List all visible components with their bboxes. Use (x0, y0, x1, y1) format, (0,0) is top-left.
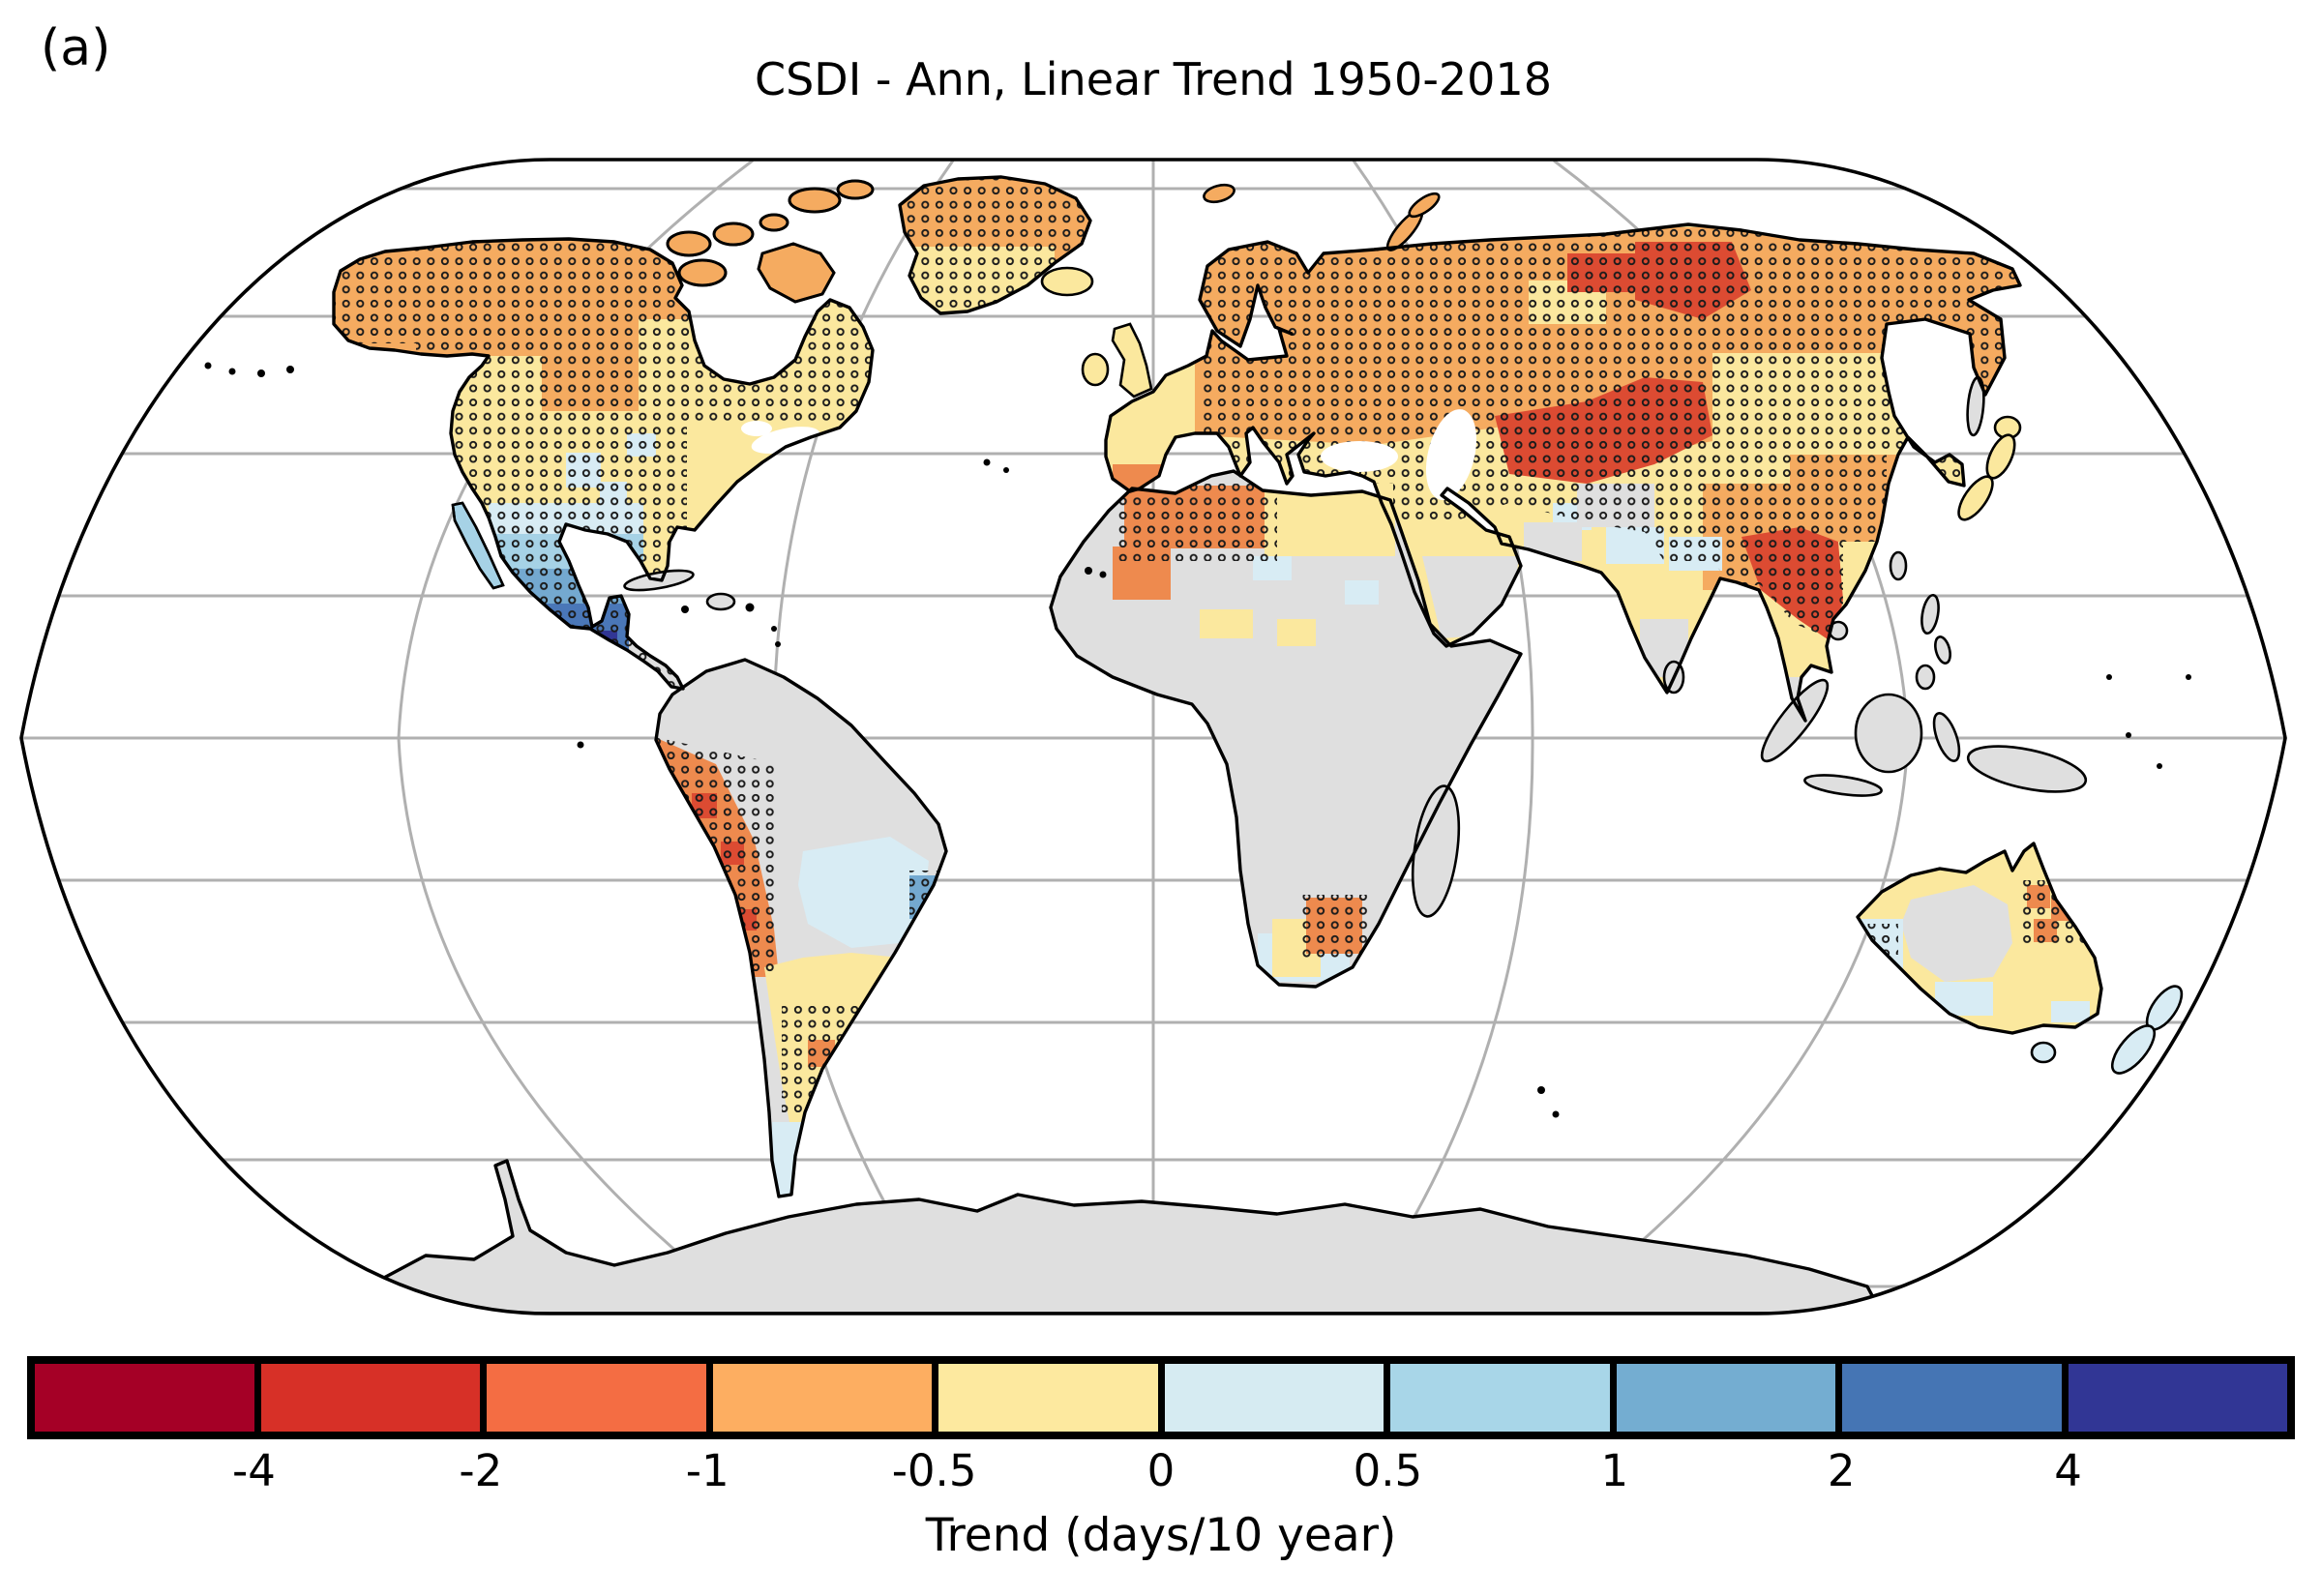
australia-no-data-center (1901, 885, 2012, 982)
svalbard (1203, 183, 1235, 204)
colorbar-tick: 0 (1146, 1445, 1176, 1496)
colorbar-cell-2-4 (1842, 1364, 2062, 1432)
black-sea (1321, 441, 1398, 472)
iceland (1040, 266, 1094, 297)
figure-title: CSDI - Ann, Linear Trend 1950-2018 (754, 53, 1552, 105)
novaya-zemlya-north (1408, 192, 1441, 219)
colorbar-tick: -1 (685, 1445, 729, 1496)
hispaniola (705, 592, 736, 611)
trend-cell-sahara-blue (1253, 556, 1379, 605)
significance-stipple-eurasia (1195, 227, 2020, 643)
colorbar-cell-05-1 (1390, 1364, 1610, 1432)
aleutian-island (228, 368, 236, 375)
luzon (1920, 593, 1940, 635)
sulawesi (1932, 712, 1961, 762)
africa (1051, 471, 1521, 987)
azores-island (983, 458, 991, 466)
reunion (1537, 1086, 1545, 1094)
aleutian-island (286, 366, 294, 373)
colorbar-axis-label: Trend (days/10 year) (925, 1509, 1397, 1562)
canary-island (1085, 567, 1092, 575)
colorbar-cell-neg4-neg2 (260, 1364, 480, 1432)
colorbar-ticks: -4 -2 -1 -0.5 0 0.5 1 2 4 (27, 1447, 2295, 1503)
colorbar-cell-gt4 (2068, 1364, 2287, 1432)
colorbar-cell-0-05 (1164, 1364, 1384, 1432)
borneo (1854, 693, 1923, 774)
colorbar-tick: -4 (231, 1445, 276, 1496)
panel-label: (a) (41, 19, 111, 77)
colorbar-tick: -0.5 (891, 1445, 977, 1496)
aleutian-island (257, 369, 265, 377)
taiwan (1889, 550, 1908, 581)
great-britain (1111, 322, 1153, 399)
pacific-island (2157, 763, 2162, 769)
australia (1858, 843, 2101, 1033)
pacific-island (2186, 674, 2191, 680)
aleutian-island (204, 362, 212, 369)
tasmania (2030, 1041, 2057, 1064)
new-zealand-south (2110, 1024, 2157, 1075)
canary-island (1099, 571, 1107, 578)
lake-superior (741, 421, 772, 436)
colorbar-tick: 2 (1827, 1445, 1856, 1496)
colorbar-cell-lt-neg4 (35, 1364, 254, 1432)
pacific-island (2126, 732, 2131, 738)
mauritius (1552, 1110, 1560, 1118)
madagascar (1411, 784, 1461, 918)
caspian-sea (1425, 409, 1477, 500)
colorbar-tick: 1 (1600, 1445, 1629, 1496)
colorbar-tick: -2 (459, 1445, 503, 1496)
antilles-island (775, 641, 781, 647)
mindanao (1915, 664, 1936, 691)
africa-trend-cells (1113, 484, 1395, 982)
colorbar-cell-neg1-neg05 (712, 1364, 932, 1432)
significance-stipple-australia (1867, 880, 2092, 955)
java (1803, 774, 1883, 797)
pacific-island (2106, 674, 2112, 680)
colorbar-tick: 4 (2054, 1445, 2082, 1496)
colorbar-cell-neg05-0 (938, 1364, 1158, 1432)
sumatra (1760, 678, 1830, 763)
galapagos (577, 741, 584, 749)
colorbar-tick: 0.5 (1353, 1445, 1423, 1496)
azores-island (1003, 467, 1009, 473)
new-guinea (1966, 745, 2088, 793)
colorbar-cell-1-2 (1616, 1364, 1835, 1432)
significance-stipple-africa (1117, 484, 1369, 962)
colorbar-cell-neg2-neg1 (487, 1364, 706, 1432)
visayas (1934, 635, 1951, 665)
kyushu-shikoku (1957, 475, 1994, 521)
trend-cell-brazil-blue (798, 837, 929, 948)
trend-cell-north-africa-yellow (1200, 484, 1395, 646)
antilles-island (771, 626, 777, 632)
jamaica (681, 606, 689, 613)
colorbar (27, 1356, 2295, 1439)
ireland (1081, 352, 1110, 387)
australia-trend-cells (1860, 880, 2092, 1022)
minor-islands (204, 362, 2191, 1118)
puerto-rico (745, 603, 755, 612)
